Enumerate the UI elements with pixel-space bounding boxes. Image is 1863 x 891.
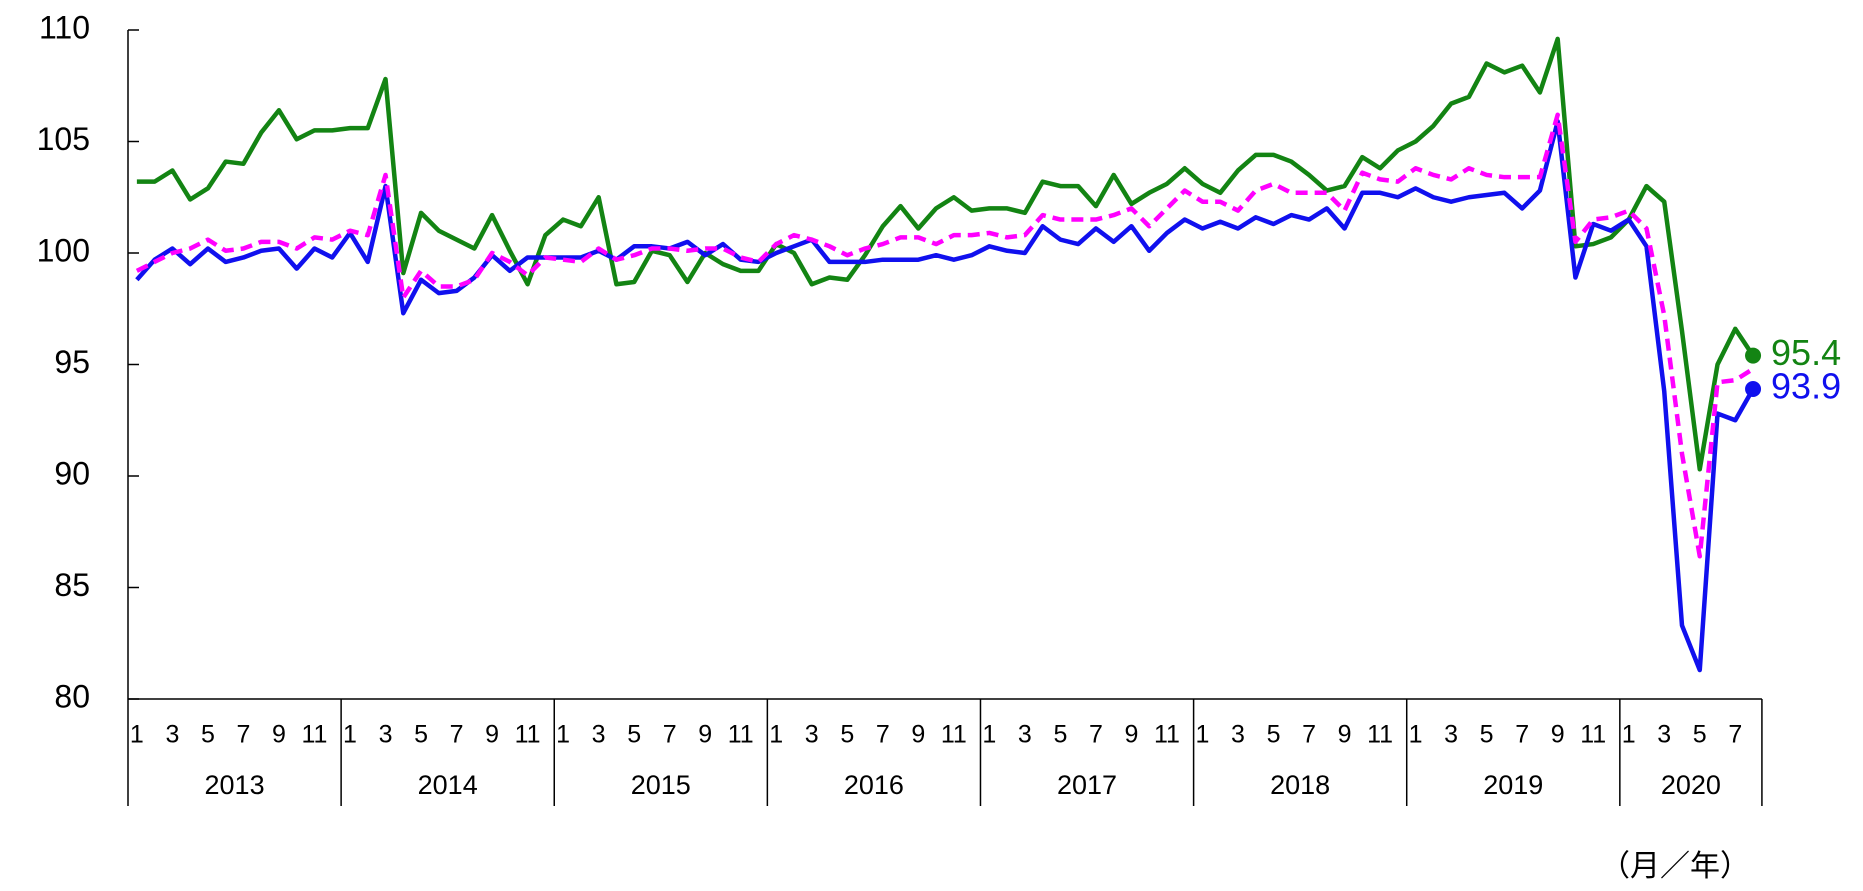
x-tick-label: 1 [982, 721, 996, 749]
x-tick-label: 1 [769, 721, 783, 749]
y-tick-label: 110 [39, 9, 90, 45]
x-tick-label: 3 [1231, 721, 1245, 749]
x-axis-label: （月／年） [1600, 850, 1750, 883]
series-line [136, 36, 1755, 472]
year-label: 2020 [1661, 770, 1721, 800]
end-label: 95.4 [1771, 332, 1841, 373]
x-tick-label: 1 [1409, 721, 1423, 749]
x-tick-label: 3 [592, 721, 606, 749]
y-tick-label: 80 [54, 678, 90, 714]
x-tick-label: 11 [1580, 721, 1606, 749]
x-tick-label: 1 [556, 721, 570, 749]
x-tick-label: 9 [1338, 721, 1352, 749]
x-tick-label: 11 [1154, 721, 1180, 749]
year-label: 2013 [205, 770, 265, 800]
x-tick-label: 5 [1693, 721, 1707, 749]
x-tick-label: 7 [1302, 721, 1316, 749]
x-tick-label: 7 [236, 721, 250, 749]
series-line [135, 112, 1755, 559]
x-tick-label: 5 [1053, 721, 1067, 749]
x-tick-label: 3 [165, 721, 179, 749]
year-label: 2016 [844, 770, 904, 800]
y-tick-label: 85 [54, 567, 90, 603]
x-tick-label: 9 [1124, 721, 1138, 749]
x-tick-label: 11 [515, 721, 541, 749]
x-tick-label: 7 [1089, 721, 1103, 749]
x-tick-label: 11 [941, 721, 967, 749]
x-tick-label: 9 [1551, 721, 1565, 749]
y-tick-label: 90 [54, 455, 90, 491]
y-tick-label: 100 [37, 232, 90, 268]
x-tick-label: 1 [1622, 721, 1636, 749]
x-tick-label: 3 [1657, 721, 1671, 749]
x-tick-label: 1 [130, 721, 144, 749]
x-tick-label: 9 [698, 721, 712, 749]
x-tick-label: 5 [1480, 721, 1494, 749]
end-point [1745, 381, 1762, 398]
x-tick-label: 3 [805, 721, 819, 749]
x-tick-label: 5 [414, 721, 428, 749]
x-tick-label: 7 [450, 721, 464, 749]
x-tick-label: 5 [1267, 721, 1281, 749]
x-tick-label: 9 [272, 721, 286, 749]
x-tick-label: 9 [485, 721, 499, 749]
year-label: 2017 [1057, 770, 1117, 800]
x-tick-label: 3 [1444, 721, 1458, 749]
x-tick-label: 5 [201, 721, 215, 749]
x-tick-label: 9 [911, 721, 925, 749]
series-line [135, 119, 1755, 673]
x-tick-label: 3 [379, 721, 393, 749]
end-point [1745, 347, 1762, 364]
x-tick-label: 11 [728, 721, 754, 749]
x-tick-label: 11 [1367, 721, 1393, 749]
x-tick-label: 7 [876, 721, 890, 749]
x-tick-label: 7 [1515, 721, 1529, 749]
year-label: 2019 [1483, 770, 1543, 800]
x-tick-label: 1 [343, 721, 357, 749]
x-tick-label: 1 [1196, 721, 1210, 749]
x-tick-label: 7 [663, 721, 677, 749]
y-tick-label: 105 [37, 121, 90, 157]
year-label: 2015 [631, 770, 691, 800]
x-tick-label: 5 [627, 721, 641, 749]
year-label: 2014 [418, 770, 478, 800]
y-tick-label: 95 [54, 344, 90, 380]
x-tick-label: 7 [1728, 721, 1742, 749]
end-label: 93.9 [1771, 366, 1841, 407]
x-tick-label: 3 [1018, 721, 1032, 749]
year-label: 2018 [1270, 770, 1330, 800]
x-tick-label: 11 [302, 721, 328, 749]
x-tick-label: 5 [840, 721, 854, 749]
